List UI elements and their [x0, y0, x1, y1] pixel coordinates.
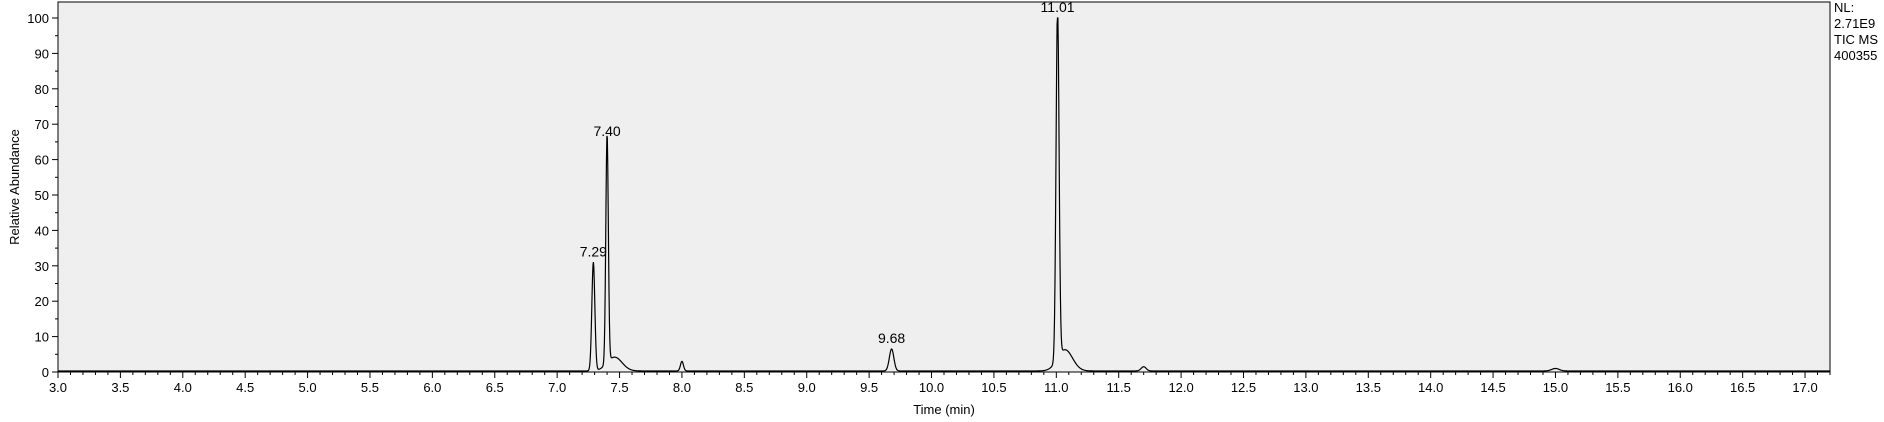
- info-box-line: 400355: [1834, 48, 1877, 63]
- x-tick-label: 3.0: [49, 380, 67, 395]
- x-tick-label: 13.0: [1293, 380, 1318, 395]
- x-tick-label: 16.5: [1730, 380, 1755, 395]
- x-tick-label: 14.0: [1418, 380, 1443, 395]
- x-tick-label: 5.5: [361, 380, 379, 395]
- peak-label: 9.68: [878, 330, 905, 346]
- x-tick-label: 7.5: [611, 380, 629, 395]
- x-tick-label: 8.0: [673, 380, 691, 395]
- x-tick-label: 8.5: [735, 380, 753, 395]
- info-box-line: TIC MS: [1834, 32, 1878, 47]
- x-tick-label: 4.5: [236, 380, 254, 395]
- y-tick-label: 30: [35, 259, 49, 274]
- axis-ticks: 3.0 3.5 4.0 4.5 5.0 5.5 6.0 6.5 7.0 7.5 8.0 8.5 9.0 9…: [27, 11, 1831, 395]
- peak-labels: 7.29 7.40 9.68 11.01: [580, 0, 1075, 346]
- x-tick-label: 16.0: [1668, 380, 1693, 395]
- x-tick-label: 10.0: [919, 380, 944, 395]
- info-box-line: NL:: [1834, 0, 1854, 15]
- x-axis-title: Time (min): [913, 402, 975, 417]
- x-tick-label: 11.0: [1044, 380, 1068, 395]
- y-tick-label: 50: [35, 188, 49, 203]
- y-tick-label: 10: [35, 330, 49, 345]
- peak-label: 7.40: [593, 123, 620, 139]
- y-tick-label: 20: [35, 294, 49, 309]
- x-tick-label: 14.5: [1480, 380, 1505, 395]
- y-tick-label: 100: [27, 11, 49, 26]
- x-tick-label: 9.0: [798, 380, 816, 395]
- x-tick-label: 17.0: [1792, 380, 1817, 395]
- y-tick-label: 60: [35, 153, 49, 168]
- peak-label: 11.01: [1041, 0, 1075, 15]
- x-tick-label: 11.5: [1107, 380, 1131, 395]
- plot-area: [57, 1, 1831, 373]
- x-tick-label: 5.0: [299, 380, 317, 395]
- x-tick-label: 10.5: [981, 380, 1006, 395]
- x-tick-label: 15.0: [1543, 380, 1568, 395]
- x-tick-label: 12.5: [1231, 380, 1256, 395]
- y-tick-label: 0: [42, 365, 49, 380]
- y-axis-title: Relative Abundance: [7, 129, 22, 245]
- x-tick-label: 9.5: [860, 380, 878, 395]
- x-tick-label: 4.0: [174, 380, 192, 395]
- x-tick-label: 6.5: [486, 380, 504, 395]
- x-tick-label: 12.0: [1168, 380, 1193, 395]
- y-tick-label: 90: [35, 46, 49, 61]
- peak-label: 7.29: [580, 243, 607, 259]
- y-tick-label: 80: [35, 82, 49, 97]
- x-tick-label: 7.0: [548, 380, 566, 395]
- tic-trace: [58, 17, 1830, 372]
- x-tick-label: 15.5: [1605, 380, 1630, 395]
- info-box-line: 2.71E9: [1834, 16, 1875, 31]
- y-tick-label: 40: [35, 223, 49, 238]
- x-tick-label: 6.0: [423, 380, 441, 395]
- x-tick-label: 13.5: [1356, 380, 1381, 395]
- y-tick-label: 70: [35, 117, 49, 132]
- x-tick-label: 3.5: [111, 380, 129, 395]
